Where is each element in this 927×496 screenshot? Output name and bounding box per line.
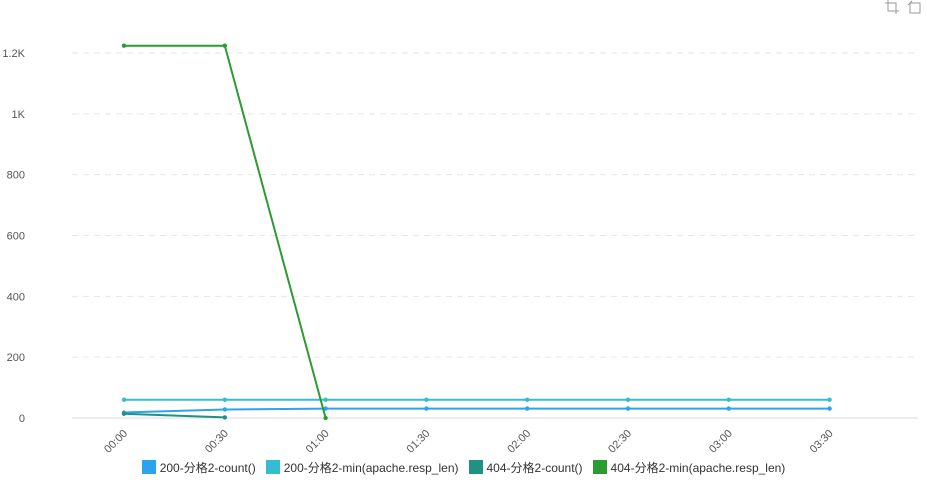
legend-label: 404-分格2-min(apache.resp_len) [610,460,786,475]
data-point [424,406,429,411]
data-point [323,406,328,411]
x-tick-label: 03:00 [707,428,735,456]
x-tick-label: 00:30 [203,428,231,456]
data-point [222,415,227,420]
data-point [525,406,530,411]
series-line-0 [123,407,830,414]
data-point [323,397,328,402]
x-tick-label: 02:30 [606,428,634,456]
x-tick-label: 02:00 [505,428,533,456]
legend-label: 200-分格2-min(apache.resp_len) [283,460,459,475]
data-point [121,411,127,416]
legend-swatch [468,460,483,474]
axes: 0 200 400 600 800 1K 1.2K 00:00 00:30 01:00 01:30 0… [2,48,918,456]
series-line-3 [124,44,327,419]
data-point [424,397,429,402]
data-point [121,397,127,402]
legend-item[interactable]: 404-分格2-count() [468,459,583,476]
y-tick-label: 800 [7,170,25,182]
data-point [222,407,227,412]
legend-item[interactable]: 404-分格2-min(apache.resp_len) [592,459,786,476]
legend-swatch [592,460,607,474]
data-point [726,406,731,411]
legend-swatch [141,460,156,474]
legend-item[interactable]: 200-分格2-count() [141,459,256,476]
x-tick-label: 01:30 [405,428,433,456]
x-tick-label: 03:30 [808,428,836,456]
data-point [827,397,832,402]
y-tick-label: 200 [7,352,25,364]
data-point [827,406,832,411]
legend-item[interactable]: 200-分格2-min(apache.resp_len) [265,459,459,476]
x-tick-label: 01:00 [304,428,332,456]
crop-icon[interactable] [885,0,899,14]
chart-toolbar [885,0,921,14]
y-tick-label: 1.2K [2,48,25,60]
y-tick-label: 600 [7,231,25,243]
data-point [726,397,731,402]
data-point [625,397,631,402]
data-point [625,406,631,411]
data-point [121,43,127,48]
y-tick-label: 0 [19,413,25,425]
series-line-2 [123,412,225,419]
data-point [323,415,328,421]
y-tick-label: 1K [12,109,26,121]
data-point [222,397,227,402]
chart-legend: 200-分格2-count() 200-分格2-min(apache.resp_l… [0,458,927,476]
legend-label: 200-分格2-count() [159,460,256,475]
legend-swatch [265,460,280,474]
x-tick-label: 00:00 [102,428,130,456]
grid-lines [72,52,918,358]
legend-label: 404-分格2-count() [486,460,583,475]
data-point [222,43,227,48]
data-point [525,397,530,402]
series-lines [121,43,832,421]
restore-icon[interactable] [907,0,921,14]
y-tick-label: 400 [7,291,25,303]
